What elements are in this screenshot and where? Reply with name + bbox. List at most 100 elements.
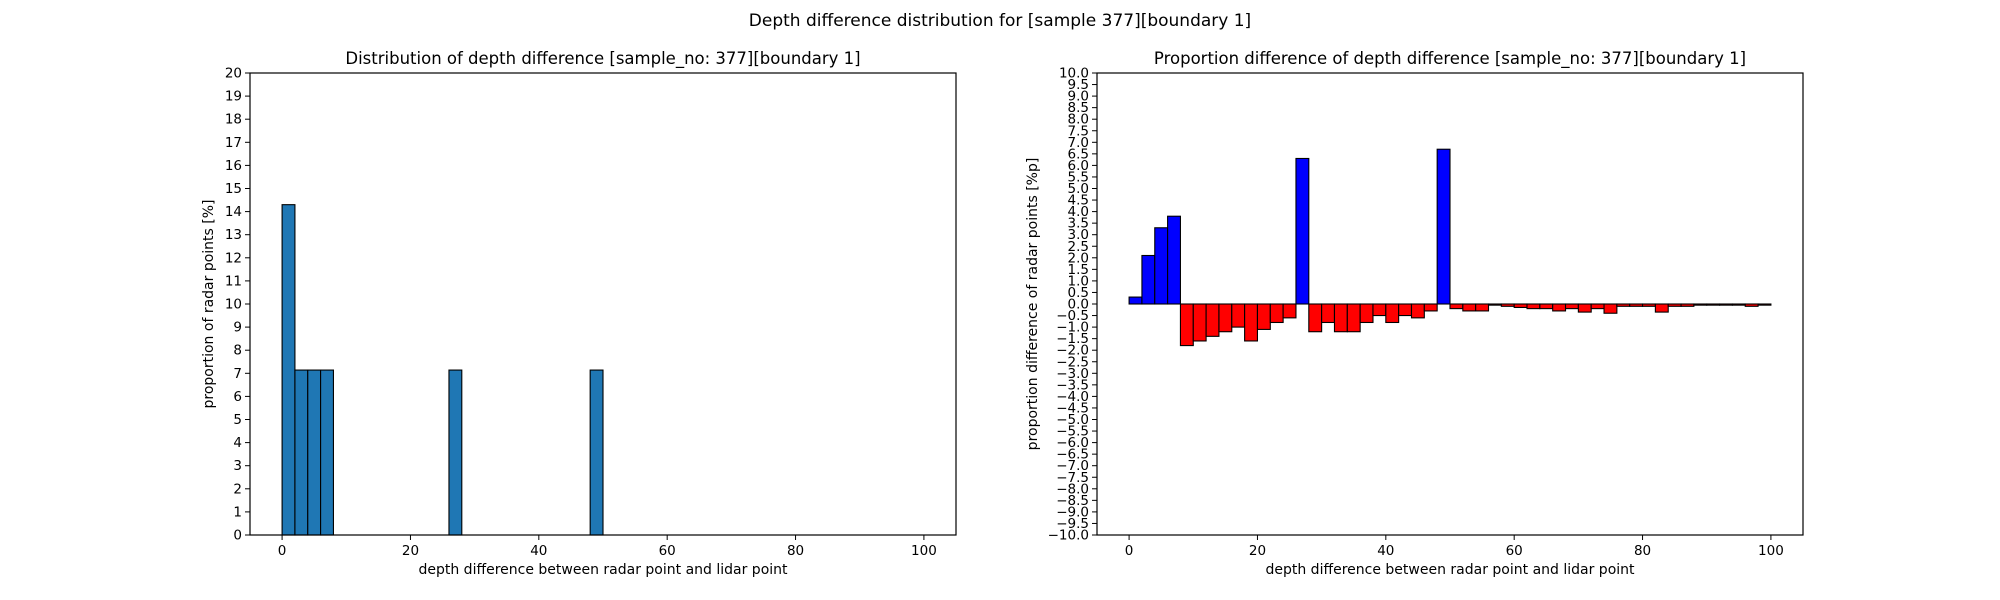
chart-right-ytick-label-24: 2.0	[1068, 250, 1089, 266]
chart-right-ytick-label-34: 7.0	[1068, 135, 1089, 151]
chart-right-bar-1	[1141, 254, 1156, 305]
chart-right-bar-37	[1603, 303, 1618, 314]
chart-left-ytick-label-11: 11	[225, 273, 242, 289]
chart-right-bar-16	[1333, 303, 1348, 333]
chart-right-bar-20	[1385, 303, 1400, 324]
chart-right-bar-0	[1128, 296, 1143, 305]
chart-left-xlabel: depth difference between radar point and…	[418, 562, 788, 578]
chart-left-ytick-label-7: 7	[233, 366, 242, 382]
chart-right-bar-15	[1321, 303, 1336, 324]
chart-right-bar-13	[1295, 157, 1310, 305]
chart-right-ytick-label-23: 1.5	[1068, 262, 1089, 278]
chart-left-ytick-label-4: 4	[233, 435, 242, 451]
chart-right-ytick-label-0: −10.0	[1048, 528, 1089, 544]
chart-left-ytick-label-18: 18	[225, 112, 242, 128]
chart-right-bar-5	[1192, 303, 1207, 342]
chart-right-ylabel: proportion difference of radar points [%…	[1025, 158, 1041, 451]
chart-right-ytick-label-13: −3.5	[1056, 377, 1089, 393]
chart-left-ytick-label-13: 13	[225, 227, 242, 243]
chart-right-ytick-label-3: −8.5	[1056, 493, 1089, 509]
chart-left-ytick-label-5: 5	[233, 412, 242, 428]
chart-right-bar-23	[1423, 303, 1438, 312]
chart-right-bar-34	[1564, 303, 1579, 310]
chart-right-ytick-label-37: 8.5	[1068, 100, 1089, 116]
chart-left-xtick-label-1: 20	[402, 543, 419, 559]
chart-right-ytick-label-16: −2.0	[1056, 343, 1089, 359]
chart-right-ytick-label-2: −9.0	[1056, 504, 1089, 520]
chart-right-ytick-label-8: −6.0	[1056, 435, 1089, 451]
chart-right-ytick-label-33: 6.5	[1068, 146, 1089, 162]
chart-right-bar-30	[1513, 303, 1528, 309]
chart-right-ytick-label-17: −1.5	[1056, 331, 1089, 347]
chart-right-bar-14	[1308, 303, 1323, 333]
chart-right-xtick-label-0: 0	[1125, 543, 1134, 559]
chart-right-ytick-label-19: −0.5	[1056, 308, 1089, 324]
chart-right-xtick-label-2: 40	[1377, 543, 1394, 559]
chart-right-ytick-label-38: 9.0	[1068, 89, 1089, 105]
chart-right-bar-18	[1359, 303, 1374, 324]
chart-right-bar-44	[1693, 303, 1708, 306]
chart-right-bar-43	[1680, 303, 1695, 307]
chart-right-ytick-label-9: −5.5	[1056, 424, 1089, 440]
chart-left-ytick-label-1: 1	[233, 504, 242, 520]
chart-right-ytick-label-10: −5.0	[1056, 412, 1089, 428]
chart-left-ytick-label-15: 15	[225, 181, 242, 197]
chart-right-bar-48	[1744, 303, 1759, 307]
chart-right-bar-19	[1372, 303, 1387, 317]
chart-left-ytick-label-12: 12	[225, 250, 242, 266]
chart-right-y-axis: −10.0−9.5−9.0−8.5−8.0−7.5−7.0−6.5−6.0−5.…	[1048, 66, 1097, 544]
chart-right-ytick-label-5: −7.5	[1056, 470, 1089, 486]
figure-suptitle: Depth difference distribution for [sampl…	[749, 11, 1251, 31]
chart-left-xtick-label-4: 80	[787, 543, 804, 559]
chart-right-bar-40	[1641, 303, 1656, 307]
chart-left-ytick-label-8: 8	[233, 343, 242, 359]
chart-left-ytick-label-0: 0	[233, 528, 242, 544]
chart-right-ytick-label-32: 6.0	[1068, 158, 1089, 174]
chart-right-title: Proportion difference of depth differenc…	[1154, 49, 1746, 69]
chart-left-ytick-label-17: 17	[225, 135, 242, 151]
chart-left-bar-0	[281, 204, 296, 536]
chart-right-ytick-label-1: −9.5	[1056, 516, 1089, 532]
chart-right-ytick-label-6: −7.0	[1056, 458, 1089, 474]
chart-right-xtick-label-5: 100	[1758, 543, 1784, 559]
chart-right-bar-24	[1436, 148, 1451, 305]
chart-right-bar-46	[1719, 303, 1733, 306]
chart-right-ytick-label-27: 3.5	[1068, 216, 1089, 232]
chart-right-ytick-label-40: 10.0	[1059, 66, 1089, 82]
chart-right-ytick-label-4: −8.0	[1056, 481, 1089, 497]
chart-left-ytick-label-9: 9	[233, 320, 242, 336]
chart-right-xlabel: depth difference between radar point and…	[1265, 562, 1635, 578]
chart-right-bar-39	[1629, 303, 1644, 307]
chart-right-ytick-label-39: 9.5	[1068, 77, 1089, 93]
chart-right-bar-25	[1449, 303, 1464, 310]
chart-right-bar-8	[1231, 303, 1246, 328]
chart-right-ytick-label-31: 5.5	[1068, 169, 1089, 185]
chart-right-bar-26	[1462, 303, 1477, 312]
chart-right-ytick-label-35: 7.5	[1068, 123, 1089, 139]
chart-left-xtick-label-5: 100	[911, 543, 937, 559]
chart-right-bar-45	[1706, 303, 1721, 306]
chart-right-bar-38	[1616, 303, 1631, 307]
chart-right-x-axis: 0 20 40 60 80 100	[1125, 535, 1784, 559]
chart-left-bar-5	[589, 369, 604, 536]
chart-right-xtick-label-1: 20	[1249, 543, 1266, 559]
chart-left-ytick-label-20: 20	[225, 66, 242, 82]
chart-left-title: Distribution of depth difference [sample…	[345, 49, 860, 69]
chart-left-ylabel: proportion of radar points [%]	[201, 199, 217, 408]
chart-left-bars	[281, 204, 604, 536]
chart-right-bar-6	[1205, 303, 1220, 337]
chart-right-bar-28	[1487, 303, 1502, 306]
chart-right-bar-7	[1218, 303, 1233, 333]
chart-left-ytick-label-6: 6	[233, 389, 242, 405]
chart-right-bar-47	[1731, 303, 1746, 306]
chart-right-ytick-label-36: 8.0	[1068, 112, 1089, 128]
chart-right-xtick-label-4: 80	[1634, 543, 1651, 559]
chart-left-ytick-label-3: 3	[233, 458, 242, 474]
chart-right-bar-12	[1282, 303, 1297, 319]
chart-left-bar-4	[448, 369, 463, 536]
chart-right-bar-22	[1410, 303, 1425, 319]
chart-right-ytick-label-29: 4.5	[1068, 193, 1089, 209]
chart-right-bar-41	[1654, 303, 1669, 313]
